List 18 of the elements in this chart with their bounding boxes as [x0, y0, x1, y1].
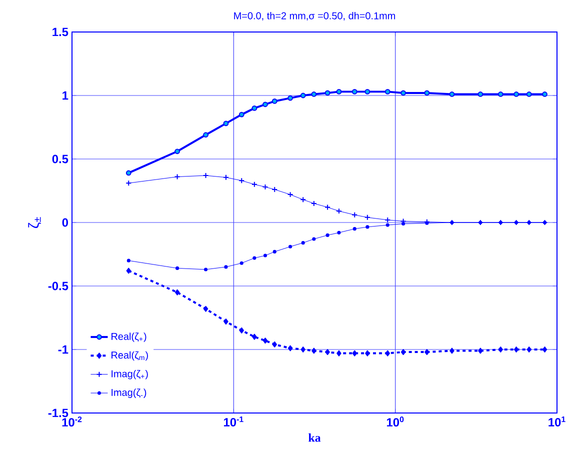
y-tick-label: -1 — [58, 345, 68, 354]
x-tick-label: 10$^{-2}$ — [62, 416, 82, 427]
x-tick-label: 10$^{1}$ — [548, 416, 566, 426]
legend-label: Real(ζ$_{m}$) — [112, 351, 148, 361]
chart-title: M=0.0, th=2 mm,σ =0.50, dh=0.1mm — [234, 12, 395, 21]
legend-label: Imag(ζ$_{+}$) — [112, 370, 148, 380]
legend-label: Real(ζ$_{+}$) — [112, 332, 146, 342]
y-tick-label: 0.5 — [52, 154, 68, 164]
y-axis-title: ζ$_{±}$ — [28, 217, 42, 228]
y-tick-label: 0 — [62, 218, 68, 227]
x-tick-label: 10$^{-1}$ — [224, 416, 244, 426]
x-tick-label: 10$^{0}$ — [386, 416, 404, 427]
x-axis-title: ka — [308, 433, 321, 442]
y-tick-label: 1.5 — [52, 28, 68, 36]
y-tick-label: -0.5 — [48, 282, 68, 290]
y-tick-label: 1 — [62, 91, 68, 100]
legend-label: Imag(ζ$_{-}$) — [112, 388, 146, 398]
y-tick-label: -1.5 — [48, 408, 68, 418]
